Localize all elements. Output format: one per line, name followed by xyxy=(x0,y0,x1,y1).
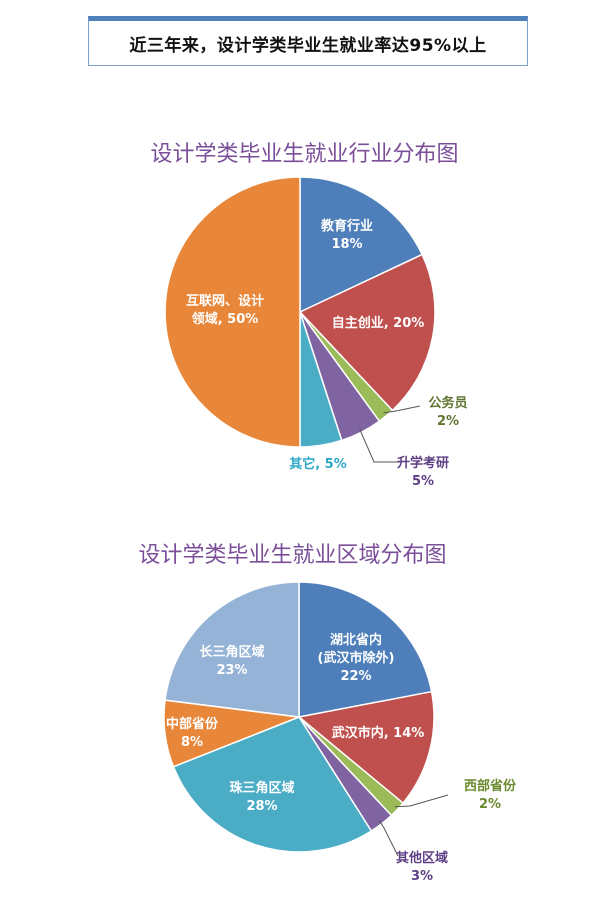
leader-line xyxy=(383,405,421,414)
headline-banner: 近三年来，设计学类毕业生就业率达95%以上 xyxy=(88,16,528,66)
slice-name: 西部省份 xyxy=(464,778,517,794)
slice-name: 中部省份 xyxy=(166,716,219,732)
region-chart-title: 设计学类毕业生就业区域分布图 xyxy=(138,543,447,568)
leader-line xyxy=(394,794,449,808)
slice-label: 中部省份 8% xyxy=(166,716,219,750)
region-pie-chart: 湖北省内 (武汉市除外) 22% 武汉市内, 14% 西部省份 2% 其他区域 3% 珠三角区域… xyxy=(163,581,517,884)
pie-slice xyxy=(164,176,301,448)
slice-name: 升学考研 xyxy=(397,455,449,471)
slice-label: 公务员 2% xyxy=(428,395,467,429)
slice-name: 其它, 5% xyxy=(289,456,347,472)
slice-label: 互联网、设计领域, 50% xyxy=(186,293,264,327)
slice-label: 教育行业 18% xyxy=(320,218,373,252)
industry-chart-title: 设计学类毕业生就业行业分布图 xyxy=(150,142,459,167)
slice-value: 2% xyxy=(479,797,501,812)
pie-slice xyxy=(164,581,300,718)
slice-name: 教育行业 xyxy=(320,218,373,234)
slice-label: 西部省份 2% xyxy=(464,778,517,812)
headline-text: 近三年来，设计学类毕业生就业率达95%以上 xyxy=(129,35,487,56)
slice-label: 长三角区域 23% xyxy=(199,644,264,678)
slice-label: 升学考研 5% xyxy=(397,455,449,489)
industry-pie-chart: 教育行业 18% 自主创业, 20% 公务员 2% 升学考研 5% 其它, 5% 互联网、设计领… xyxy=(164,176,468,489)
pie-slice xyxy=(172,716,373,853)
slice-name: (武汉市除外) xyxy=(318,650,395,666)
slice-label: 其他区域 3% xyxy=(396,850,448,884)
slice-value: 8% xyxy=(181,735,203,750)
slice-value: 22% xyxy=(340,669,371,684)
slice-label: 其它, 5% xyxy=(289,456,347,472)
slice-value: 23% xyxy=(216,663,247,678)
slice-name: 武汉市内, 14% xyxy=(332,725,425,741)
slice-label: 湖北省内 (武汉市除外) 22% xyxy=(318,632,395,684)
slice-name: 互联网、设计 xyxy=(186,293,264,309)
pie-slice xyxy=(298,581,433,718)
slice-label: 武汉市内, 14% xyxy=(332,725,425,741)
slice-name: 长三角区域 xyxy=(199,644,264,660)
slice-name: 其他区域 xyxy=(396,850,448,866)
slice-label: 自主创业, 20% xyxy=(332,315,425,331)
leader-line xyxy=(378,820,399,857)
slice-value: 28% xyxy=(246,799,277,814)
slice-value: 18% xyxy=(331,237,362,252)
pie-slice xyxy=(298,253,436,412)
slice-value: 2% xyxy=(437,414,459,429)
slice-label: 珠三角区域 28% xyxy=(229,780,294,814)
slice-name: 湖北省内 xyxy=(330,632,382,648)
slice-value: 5% xyxy=(412,474,434,489)
slice-name: 珠三角区域 xyxy=(229,780,294,796)
slice-name: 公务员 xyxy=(428,395,467,411)
pie-slice xyxy=(297,690,435,805)
slice-name: 自主创业, 20% xyxy=(332,315,425,331)
slice-name: 领域, 50% xyxy=(192,311,259,327)
pie-slice xyxy=(299,176,424,314)
leader-line xyxy=(359,428,400,463)
slice-value: 3% xyxy=(411,869,433,884)
